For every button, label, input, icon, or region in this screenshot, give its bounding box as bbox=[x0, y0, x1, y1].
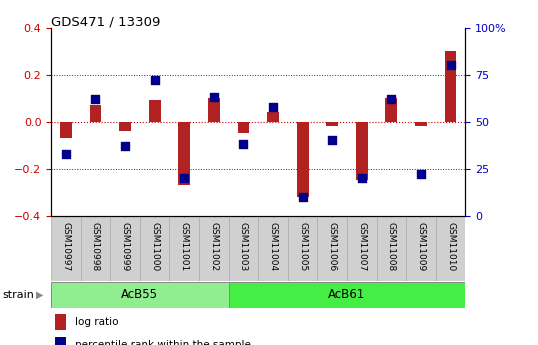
Text: AcB61: AcB61 bbox=[328, 288, 366, 301]
Bar bbox=[60, 121, 72, 138]
Text: GSM10998: GSM10998 bbox=[91, 223, 100, 272]
Point bbox=[416, 171, 425, 177]
Text: percentile rank within the sample: percentile rank within the sample bbox=[75, 340, 251, 345]
Bar bbox=[89, 105, 101, 121]
Text: GSM11000: GSM11000 bbox=[150, 223, 159, 272]
Bar bbox=[199, 217, 229, 281]
Bar bbox=[237, 121, 249, 134]
Bar bbox=[385, 98, 397, 121]
Bar bbox=[208, 98, 220, 121]
Point bbox=[357, 175, 366, 181]
Bar bbox=[178, 121, 190, 185]
Bar bbox=[51, 282, 229, 308]
Point bbox=[239, 141, 247, 147]
Text: GSM11006: GSM11006 bbox=[328, 223, 337, 272]
Bar bbox=[377, 217, 406, 281]
Point bbox=[328, 138, 336, 143]
Text: GSM10997: GSM10997 bbox=[61, 223, 70, 272]
Text: GSM11009: GSM11009 bbox=[416, 223, 426, 272]
Bar bbox=[119, 121, 131, 131]
Text: GSM11001: GSM11001 bbox=[180, 223, 189, 272]
Bar bbox=[81, 217, 110, 281]
Bar bbox=[267, 112, 279, 121]
Text: GSM11010: GSM11010 bbox=[446, 223, 455, 272]
Bar bbox=[110, 217, 140, 281]
Bar bbox=[51, 217, 81, 281]
Bar bbox=[288, 217, 317, 281]
Bar bbox=[436, 217, 465, 281]
Bar bbox=[229, 282, 465, 308]
Point bbox=[150, 78, 159, 83]
Text: GDS471 / 13309: GDS471 / 13309 bbox=[51, 16, 160, 29]
Bar bbox=[258, 217, 288, 281]
Bar bbox=[347, 217, 377, 281]
Point bbox=[180, 175, 188, 181]
Bar bbox=[444, 51, 456, 121]
Bar bbox=[148, 100, 160, 121]
Text: AcB55: AcB55 bbox=[122, 288, 158, 301]
Point bbox=[268, 104, 278, 109]
Text: log ratio: log ratio bbox=[75, 317, 118, 327]
Text: strain: strain bbox=[3, 290, 34, 300]
Bar bbox=[55, 314, 66, 330]
Text: GSM11003: GSM11003 bbox=[239, 223, 248, 272]
Text: GSM11004: GSM11004 bbox=[268, 223, 278, 272]
Point bbox=[91, 96, 100, 102]
Bar bbox=[229, 217, 258, 281]
Point bbox=[298, 194, 307, 199]
Bar bbox=[406, 217, 436, 281]
Bar bbox=[169, 217, 199, 281]
Bar bbox=[317, 217, 347, 281]
Point bbox=[387, 96, 395, 102]
Point bbox=[209, 95, 218, 100]
Bar bbox=[140, 217, 169, 281]
Point bbox=[61, 151, 70, 156]
Bar bbox=[55, 337, 66, 345]
Text: GSM11002: GSM11002 bbox=[209, 223, 218, 272]
Text: GSM11007: GSM11007 bbox=[357, 223, 366, 272]
Text: GSM11005: GSM11005 bbox=[298, 223, 307, 272]
Bar bbox=[326, 121, 338, 126]
Bar bbox=[296, 121, 308, 197]
Point bbox=[446, 62, 455, 68]
Text: ▶: ▶ bbox=[36, 290, 44, 300]
Text: GSM11008: GSM11008 bbox=[387, 223, 396, 272]
Bar bbox=[415, 121, 427, 126]
Text: GSM10999: GSM10999 bbox=[121, 223, 130, 272]
Point bbox=[121, 143, 129, 149]
Bar bbox=[356, 121, 367, 180]
